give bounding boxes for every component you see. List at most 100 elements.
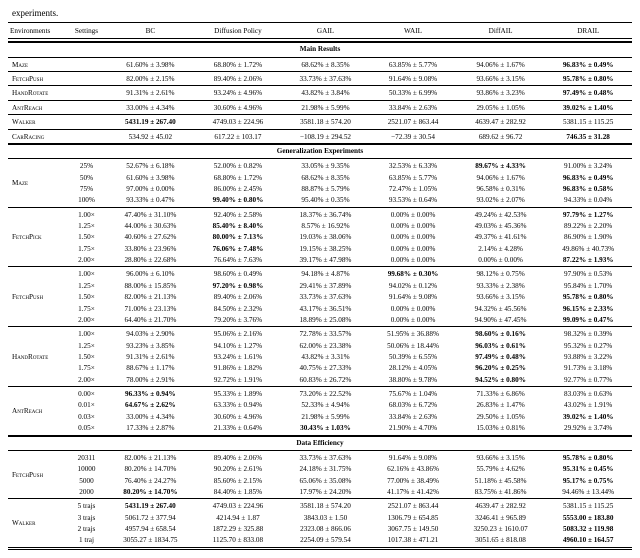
cell: 49.03% ± 45.36% xyxy=(457,221,545,232)
cell: 96.03% ± 0.61% xyxy=(457,341,545,352)
cell: 91.64% ± 9.08% xyxy=(369,453,457,464)
cell: 76.64% ± 7.63% xyxy=(194,255,282,267)
cell: 88.87% ± 5.79% xyxy=(282,184,370,195)
cell: 72.47% ± 1.05% xyxy=(369,184,457,195)
cell: 3246.41 ± 965.89 xyxy=(457,513,545,524)
setting: 100% xyxy=(66,195,106,207)
cell: 94.46% ± 13.44% xyxy=(544,487,632,499)
cell: 43.82% ± 3.31% xyxy=(282,352,370,363)
setting: 5 trajs xyxy=(66,501,106,512)
setting xyxy=(66,74,106,86)
setting: 1.75× xyxy=(66,363,106,374)
setting: 20311 xyxy=(66,453,106,464)
setting: 1.25× xyxy=(66,221,106,232)
cell: 94.03% ± 2.90% xyxy=(107,329,195,340)
cell: 1125.70 ± 833.08 xyxy=(194,535,282,547)
cell: 68.03% ± 6.72% xyxy=(369,400,457,411)
cell: 28.12% ± 4.05% xyxy=(369,363,457,374)
cell: 93.66% ± 3.15% xyxy=(457,453,545,464)
setting: 3 trajs xyxy=(66,513,106,524)
cell: 64.40% ± 21.70% xyxy=(107,315,195,327)
cell: 89.67% ± 4.33% xyxy=(457,161,545,172)
cell: 96.58% ± 0.31% xyxy=(457,184,545,195)
cell: 1872.29 ± 325.88 xyxy=(194,524,282,535)
cell: 39.17% ± 47.98% xyxy=(282,255,370,267)
col-method-1: Diffusion Policy xyxy=(194,25,282,39)
cell: 0.00% ± 0.00% xyxy=(369,255,457,267)
setting: 1.75× xyxy=(66,244,106,255)
cell: 3581.18 ± 574.20 xyxy=(282,117,370,129)
cell: 96.83% ± 0.49% xyxy=(544,60,632,72)
cell: 5381.15 ± 115.25 xyxy=(544,501,632,512)
cell: 94.10% ± 1.27% xyxy=(194,341,282,352)
cell: 55.79% ± 4.62% xyxy=(457,464,545,475)
cell: 93.33% ± 2.38% xyxy=(457,281,545,292)
setting: 0.00× xyxy=(66,389,106,400)
cell: 3067.75 ± 149.50 xyxy=(369,524,457,535)
cell: 62.16% ± 43.86% xyxy=(369,464,457,475)
setting: 75% xyxy=(66,184,106,195)
cell: 89.40% ± 2.06% xyxy=(194,292,282,303)
cell: 52.33% ± 4.94% xyxy=(282,400,370,411)
cell: 91.31% ± 2.61% xyxy=(107,88,195,100)
cell: 49.86% ± 40.73% xyxy=(544,244,632,255)
cell: 29.41% ± 37.89% xyxy=(282,281,370,292)
cell: 98.60% ± 0.16% xyxy=(457,329,545,340)
cell: 689.62 ± 96.72 xyxy=(457,132,545,144)
cell: 21.33% ± 0.64% xyxy=(194,423,282,435)
cell: 4639.47 ± 282.92 xyxy=(457,501,545,512)
cell: 91.64% ± 9.08% xyxy=(369,292,457,303)
cell: 5381.15 ± 115.25 xyxy=(544,117,632,129)
cell: 98.12% ± 0.75% xyxy=(457,269,545,280)
cell: 93.23% ± 3.85% xyxy=(107,341,195,352)
cell: 28.80% ± 22.68% xyxy=(107,255,195,267)
cell: −72.39 ± 30.54 xyxy=(369,132,457,144)
cell: 1017.38 ± 471.21 xyxy=(369,535,457,547)
cell: 38.80% ± 9.78% xyxy=(369,375,457,387)
cell: 30.60% ± 4.96% xyxy=(194,412,282,423)
cell: 29.92% ± 3.74% xyxy=(544,423,632,435)
cell: 94.06% ± 1.67% xyxy=(457,173,545,184)
setting: 25% xyxy=(66,161,106,172)
cell: 30.60% ± 4.96% xyxy=(194,103,282,115)
cell: 0.00% ± 0.00% xyxy=(369,210,457,221)
cell: 92.77% ± 0.77% xyxy=(544,375,632,387)
cell: 44.00% ± 30.63% xyxy=(107,221,195,232)
cell: 95.78% ± 0.80% xyxy=(544,74,632,86)
cell: 3581.18 ± 574.20 xyxy=(282,501,370,512)
cell: 68.62% ± 8.35% xyxy=(282,60,370,72)
cell: 95.84% ± 1.70% xyxy=(544,281,632,292)
env-name: Maze xyxy=(8,161,66,207)
cell: 76.06% ± 7.48% xyxy=(194,244,282,255)
cell: 82.00% ± 21.13% xyxy=(107,453,195,464)
cell: 85.60% ± 2.15% xyxy=(194,476,282,487)
cell: 88.67% ± 1.17% xyxy=(107,363,195,374)
cell: 2.14% ± 4.28% xyxy=(457,244,545,255)
cell: 63.85% ± 5.77% xyxy=(369,173,457,184)
cell: 33.00% ± 4.34% xyxy=(107,412,195,423)
cell: 33.73% ± 37.63% xyxy=(282,74,370,86)
cell: 33.05% ± 9.35% xyxy=(282,161,370,172)
cell: 534.92 ± 45.02 xyxy=(107,132,195,144)
cell: 84.50% ± 2.32% xyxy=(194,304,282,315)
setting: 2000 xyxy=(66,487,106,499)
col-method-0: BC xyxy=(107,25,195,39)
cell: −108.19 ± 294.52 xyxy=(282,132,370,144)
cell: 88.00% ± 15.85% xyxy=(107,281,195,292)
cell: 94.90% ± 47.45% xyxy=(457,315,545,327)
cell: 97.20% ± 0.98% xyxy=(194,281,282,292)
setting: 1.25× xyxy=(66,281,106,292)
cell: 3843.03 ± 1.50 xyxy=(282,513,370,524)
cell: 79.20% ± 3.76% xyxy=(194,315,282,327)
cell: 94.33% ± 0.04% xyxy=(544,195,632,207)
setting: 0.03× xyxy=(66,412,106,423)
cell: 5553.00 ± 183.80 xyxy=(544,513,632,524)
cell: 93.02% ± 2.07% xyxy=(457,195,545,207)
cell: 80.20% ± 14.70% xyxy=(107,464,195,475)
setting: 1.50× xyxy=(66,352,106,363)
cell: 17.97% ± 24.20% xyxy=(282,487,370,499)
col-settings: Settings xyxy=(66,25,106,39)
cell: 91.73% ± 3.18% xyxy=(544,363,632,374)
cell: 3051.65 ± 818.08 xyxy=(457,535,545,547)
setting: 2 trajs xyxy=(66,524,106,535)
